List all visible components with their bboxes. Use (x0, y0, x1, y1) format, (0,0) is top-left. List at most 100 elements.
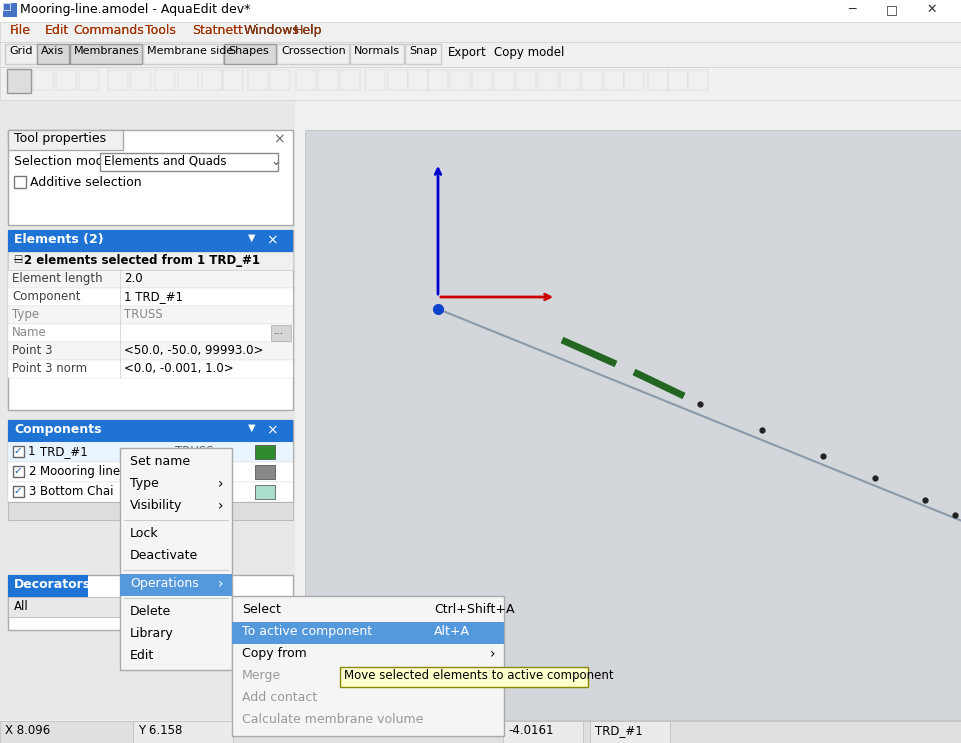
Bar (224, 44, 276, 64)
Bar (232, 622, 504, 644)
Bar (8, 420, 103, 442)
Bar (559, 70, 579, 90)
Bar (0, 100, 295, 720)
Text: ›: › (218, 477, 223, 491)
Bar (537, 70, 557, 90)
Bar (604, 70, 624, 90)
Bar (120, 574, 232, 596)
Text: ×: × (266, 423, 278, 437)
Text: File: File (10, 24, 31, 37)
Text: Type: Type (130, 477, 159, 490)
Text: Calculate membrane volume: Calculate membrane volume (242, 713, 423, 726)
Bar (667, 70, 687, 90)
Text: Add contact: Add contact (242, 691, 317, 704)
Text: Edit: Edit (45, 24, 69, 37)
Bar (8, 342, 293, 360)
Text: Tools: Tools (145, 24, 176, 37)
Bar (255, 485, 275, 499)
Bar (8, 420, 293, 442)
Text: ×: × (273, 132, 284, 146)
Text: -4.0161: -4.0161 (507, 724, 553, 737)
Text: <0.0, -0.001, 1.0>: <0.0, -0.001, 1.0> (124, 362, 234, 375)
Text: 2.0: 2.0 (124, 272, 142, 285)
Bar (8, 130, 123, 150)
Text: Set name: Set name (130, 455, 190, 468)
Bar (133, 721, 233, 743)
Bar (100, 153, 278, 171)
Text: Elements and Quads: Elements and Quads (104, 155, 226, 168)
Text: TRD_#1: TRD_#1 (595, 724, 642, 737)
Bar (8, 462, 293, 482)
Bar (120, 448, 232, 670)
Bar (143, 44, 223, 64)
Bar (79, 70, 99, 90)
Text: Elements (2): Elements (2) (14, 233, 104, 246)
Text: ✓: ✓ (13, 446, 22, 456)
Bar (387, 70, 407, 90)
Bar (70, 44, 142, 64)
Bar (624, 70, 643, 90)
Bar (108, 70, 128, 90)
Bar (8, 270, 293, 288)
Text: Select: Select (242, 603, 281, 616)
Text: Selection model: Selection model (14, 155, 114, 168)
Bar (13, 446, 24, 457)
Text: ✓: ✓ (13, 466, 22, 476)
Text: ›: › (218, 499, 223, 513)
Text: All: All (14, 600, 29, 613)
Bar (305, 130, 961, 720)
Bar (3, 3, 10, 10)
Bar (270, 70, 289, 90)
Bar (8, 597, 293, 617)
Text: Merge: Merge (242, 669, 281, 682)
Text: Components: Components (14, 423, 102, 436)
Text: Tool properties: Tool properties (14, 132, 106, 145)
Text: Library: Library (130, 627, 174, 640)
Text: Windows: Windows (244, 24, 300, 37)
Bar (8, 230, 293, 410)
Bar (8, 442, 293, 462)
Bar (0, 67, 961, 100)
Text: Bottom Chai: Bottom Chai (40, 485, 113, 498)
Text: Crossection: Crossection (281, 46, 345, 56)
Bar (407, 70, 428, 90)
Text: Point 3 norm: Point 3 norm (12, 362, 87, 375)
Bar (450, 70, 470, 90)
Bar (178, 70, 198, 90)
Bar (296, 70, 315, 90)
Bar (8, 306, 293, 324)
Bar (255, 465, 275, 479)
Bar (155, 70, 175, 90)
Text: Visibility: Visibility (130, 499, 183, 512)
Text: ›: › (218, 577, 223, 591)
Text: Y 6.158: Y 6.158 (137, 724, 183, 737)
Text: To active component: To active component (242, 625, 372, 638)
Text: Export: Export (448, 46, 486, 59)
Text: Delete: Delete (130, 605, 171, 618)
Bar (248, 70, 268, 90)
Text: Type: Type (12, 308, 39, 321)
Bar (589, 721, 669, 743)
Text: TRUSS: TRUSS (175, 445, 213, 458)
Text: File: File (10, 24, 31, 37)
Bar (8, 502, 293, 520)
Text: ─: ─ (848, 3, 855, 16)
Text: Moooring line: Moooring line (40, 465, 120, 478)
Text: Move selected elements to active component: Move selected elements to active compone… (344, 669, 613, 682)
Text: Copy model: Copy model (494, 46, 564, 59)
Text: Element length: Element length (12, 272, 103, 285)
Bar (277, 44, 349, 64)
Bar (405, 44, 440, 64)
Text: Normals: Normals (354, 46, 400, 56)
Text: Tools: Tools (145, 24, 176, 37)
Bar (339, 667, 587, 687)
Text: Snap: Snap (408, 46, 436, 56)
Bar (503, 721, 582, 743)
Text: Commands: Commands (73, 24, 143, 37)
Text: TRD_#1: TRD_#1 (40, 445, 87, 458)
Text: Help: Help (294, 24, 322, 37)
Text: □: □ (885, 3, 897, 16)
Text: 3: 3 (28, 485, 36, 498)
Text: <50.0, -50.0, 99993.0>: <50.0, -50.0, 99993.0> (124, 344, 263, 357)
Bar (364, 70, 384, 90)
